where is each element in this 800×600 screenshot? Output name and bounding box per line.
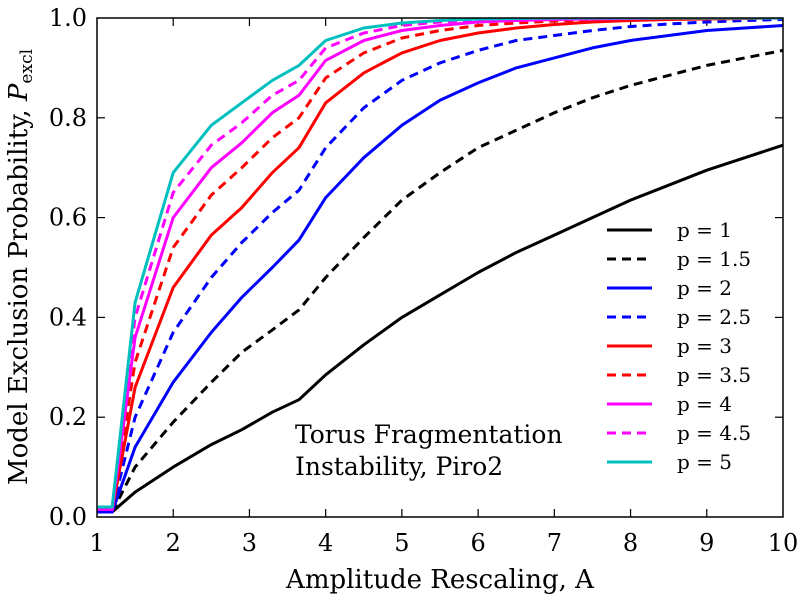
legend-label: p = 3 (677, 334, 732, 358)
x-tick-label: 1 (89, 529, 104, 557)
legend-label: p = 4.5 (677, 421, 751, 445)
x-tick-label: 8 (623, 529, 638, 557)
y-tick-label: 0.4 (49, 303, 87, 331)
legend-label: p = 2 (677, 276, 732, 300)
y-tick-label: 1.0 (49, 4, 87, 32)
legend-label: p = 4 (677, 392, 732, 416)
legend-label: p = 2.5 (677, 305, 751, 329)
series-line (97, 143, 783, 514)
y-axis-label-symbol: P (4, 83, 34, 102)
y-axis-label: Model Exclusion Probability, Pexcl (4, 49, 37, 485)
x-axis-label: Amplitude Rescaling, A (285, 565, 595, 595)
x-tick-label: 3 (242, 529, 257, 557)
x-tick-label: 6 (470, 529, 485, 557)
y-tick-label: 0.8 (49, 104, 87, 132)
legend: p = 1 p = 1.5 p = 2 p = 2.5 p = 3 p = 3.5 p = … (607, 218, 751, 474)
y-axis-label-main: Model Exclusion Probability, (4, 101, 34, 485)
annotation-line-2: Instability, Piro2 (295, 452, 503, 481)
y-tick-label: 0.2 (49, 403, 87, 431)
y-axis-label-subscript: excl (17, 49, 37, 84)
series-line (97, 48, 783, 514)
legend-label: p = 3.5 (677, 363, 751, 387)
x-tick-label: 5 (394, 529, 409, 557)
series-line (97, 18, 783, 511)
x-tick-label: 4 (318, 529, 333, 557)
legend-label: p = 1 (677, 218, 732, 242)
series-line (97, 18, 783, 509)
series-line (97, 24, 783, 514)
legend-label: p = 1.5 (677, 247, 751, 271)
y-tick-label: 0.6 (49, 204, 87, 232)
series-line (97, 18, 783, 509)
x-tick-label: 10 (768, 529, 799, 557)
legend-label: p = 5 (677, 450, 732, 474)
x-tick-label: 7 (547, 529, 562, 557)
x-tick-label: 2 (166, 529, 181, 557)
x-tick-label: 9 (699, 529, 714, 557)
plot-frame (96, 17, 784, 518)
y-tick-label: 0.0 (49, 503, 87, 531)
series-line (97, 18, 783, 511)
tick-labels: 1 2 3 4 5 6 7 8 9 10 0.0 0.2 0.4 0.6 0.8 1.0 (49, 4, 798, 557)
annotation-line-1: Torus Fragmentation (295, 420, 563, 449)
